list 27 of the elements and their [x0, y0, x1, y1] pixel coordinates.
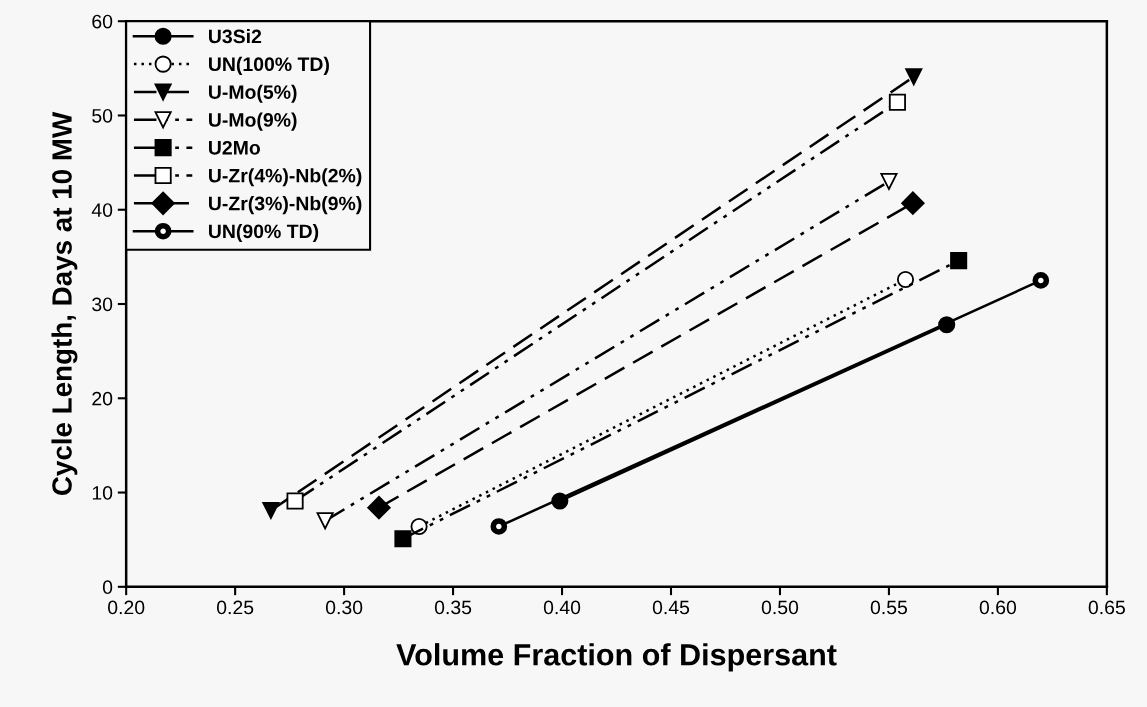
y-tick-label: 50 — [92, 108, 113, 123]
y-tick-label: 10 — [92, 486, 113, 500]
y-tick-label: 40 — [91, 203, 113, 217]
legend-label: UN(100% TD) — [209, 56, 329, 75]
x-tick-label: 0.30 — [325, 600, 363, 615]
legend-label: U3Si2 — [209, 28, 262, 44]
x-tick-label: 0.20 — [108, 600, 145, 615]
y-tick-label: 30 — [92, 297, 113, 312]
y-axis-title: Cycle Length, Days at 10 MW — [51, 111, 78, 496]
y-tick-label: 60 — [92, 14, 113, 29]
legend-label: U2Mo — [209, 140, 261, 155]
y-tick-label: 20 — [92, 391, 113, 406]
x-axis-title: Volume Fraction of Dispersant — [396, 643, 837, 672]
x-tick-label: 0.60 — [979, 600, 1017, 615]
legend-label: U-Mo(5%) — [209, 84, 297, 103]
x-tick-label: 0.45 — [652, 600, 690, 615]
legend-label: UN(90% TD) — [209, 223, 319, 243]
legend-label: U-Zr(4%)-Nb(2%) — [209, 168, 362, 187]
x-tick-label: 0.55 — [870, 600, 908, 615]
x-tick-label: 0.65 — [1088, 600, 1125, 615]
x-tick-label: 0.25 — [216, 600, 254, 615]
x-tick-label: 0.50 — [761, 600, 799, 615]
x-tick-label: 0.40 — [543, 600, 581, 615]
x-tick-label: 0.35 — [434, 600, 472, 615]
legend-label: U-Zr(3%)-Nb(9%) — [209, 196, 362, 215]
legend-label: U-Mo(9%) — [209, 112, 297, 131]
y-tick-label: 0 — [102, 580, 113, 595]
